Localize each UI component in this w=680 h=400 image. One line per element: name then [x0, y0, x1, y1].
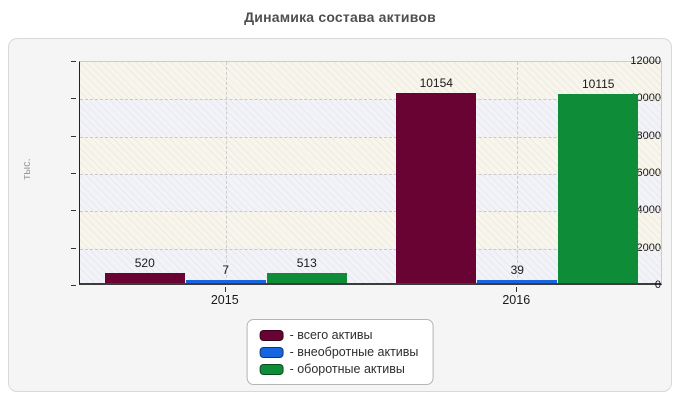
category-gridline	[517, 62, 519, 283]
gridline	[80, 211, 661, 213]
plot-area: 520 7 513 10154 39 10115	[79, 61, 662, 285]
legend-label: - внеобротные активы	[289, 345, 419, 359]
legend-item: - внеобротные активы	[259, 345, 419, 359]
bar-value-label: 10154	[419, 76, 453, 90]
y-tick-mark	[71, 173, 76, 174]
y-tick-mark	[71, 285, 76, 286]
legend-swatch	[259, 346, 284, 358]
y-tick-label: 12000	[630, 55, 661, 67]
legend-label: - оборотные активы	[289, 362, 405, 376]
category-gridline	[225, 62, 227, 283]
y-tick-label: 2000	[636, 241, 661, 254]
gridline	[80, 174, 661, 175]
y-tick-label: 8000	[636, 129, 661, 142]
legend: - всего активы - внеобротные активы - обор…	[246, 319, 434, 385]
bar-value-label: 513	[296, 256, 317, 270]
bar	[185, 280, 266, 283]
bar-value-label: 520	[134, 256, 155, 270]
legend-label: - всего активы	[289, 328, 373, 342]
bar	[104, 273, 185, 283]
bar-value-label: 10115	[582, 77, 615, 91]
x-tick-mark	[224, 287, 226, 292]
bar-group-2015: 520 7 513	[80, 62, 372, 283]
gridline	[80, 99, 661, 101]
bar-group-2016: 10154 39 10115	[372, 62, 664, 283]
y-tick-mark	[71, 98, 76, 100]
chart-panel: тыс. 520 7 513 10154 39 10115 0 2000 4000 6000 80…	[8, 38, 672, 392]
bar-wrap: 10154	[396, 62, 477, 283]
y-tick-label: 0	[654, 279, 661, 291]
y-tick-label: 6000	[636, 167, 661, 179]
y-tick-mark	[71, 135, 76, 137]
legend-item: - всего активы	[259, 328, 419, 342]
x-tick-mark	[516, 287, 518, 292]
y-axis-title: тыс.	[21, 158, 33, 180]
bar	[558, 94, 639, 283]
chart-title: Динамика состава активов	[244, 9, 436, 25]
y-tick-label: 4000	[636, 204, 661, 217]
y-tick-mark	[71, 247, 76, 249]
y-tick-mark	[71, 210, 76, 212]
bar-wrap: 39	[477, 62, 558, 283]
x-tick-label: 2016	[502, 293, 531, 307]
gridline	[80, 248, 661, 250]
bar	[266, 273, 347, 283]
bar-value-label: 39	[510, 263, 524, 277]
legend-item: - оборотные активы	[259, 362, 419, 376]
bar-wrap: 520	[104, 62, 185, 283]
legend-swatch	[259, 329, 284, 341]
y-tick-mark	[71, 61, 76, 62]
bar	[396, 93, 477, 283]
bar-wrap: 513	[266, 62, 347, 283]
bar	[477, 280, 558, 283]
gridline	[80, 136, 661, 138]
legend-swatch	[259, 363, 284, 375]
bar-wrap: 10115	[558, 62, 639, 283]
x-tick-label: 2015	[210, 293, 239, 307]
bar-value-label: 7	[222, 263, 230, 277]
bar-wrap: 7	[185, 62, 266, 283]
